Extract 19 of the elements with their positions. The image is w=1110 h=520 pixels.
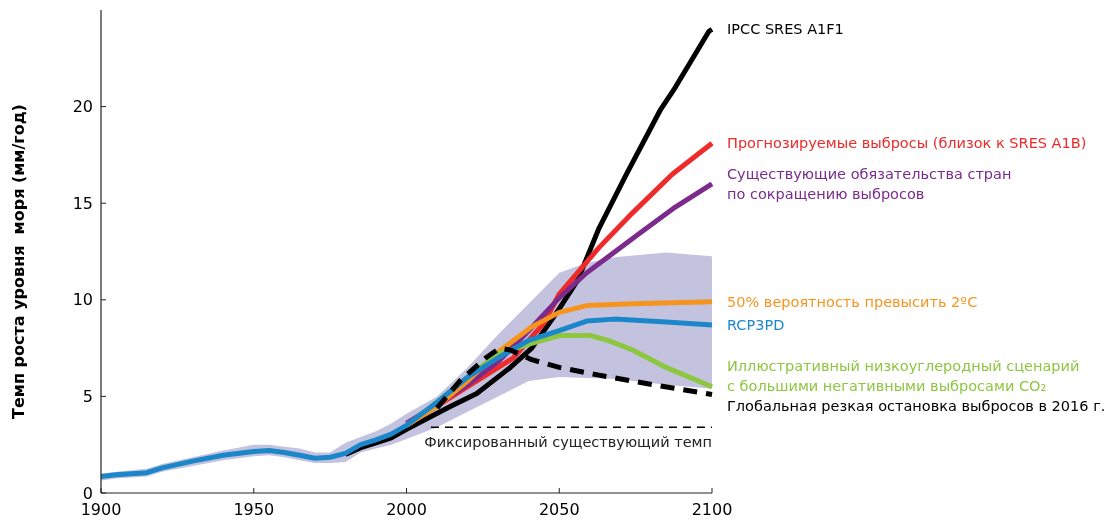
y-axis-title: Темп роста уровня моря (мм/год) (9, 104, 28, 419)
series-label: Иллюстративный низкоуглеродный сценарий с большими негативными выбросами CO₂ (727, 357, 1080, 394)
x-tick-label: 2050 (538, 500, 580, 519)
x-tick-label: 1950 (233, 500, 275, 519)
y-tick-label: 20 (72, 97, 93, 117)
series-label: 50% вероятность превысить 2ºC (727, 293, 978, 310)
y-tick-label: 0 (82, 483, 93, 503)
series-label: IPCC SRES A1F1 (727, 21, 844, 38)
series-label: Глобальная резкая остановка выбросов в 2016 г. (727, 397, 1106, 414)
series-label: RCP3PD (727, 316, 785, 333)
series-label: Существующие обязательства стран по сокращению выбросов (727, 165, 1012, 202)
y-tick-label: 10 (72, 290, 93, 310)
x-tick-label: 1900 (80, 500, 122, 519)
series-label: Прогнозируемые выбросы (близок к SRES A1B) (727, 135, 1087, 152)
annotation: Фиксированный существующий темп (424, 434, 712, 451)
x-tick-label: 2000 (386, 500, 427, 519)
y-tick-label: 5 (82, 387, 93, 406)
x-tick-label: 2100 (691, 500, 733, 519)
y-tick-label: 15 (72, 193, 93, 213)
